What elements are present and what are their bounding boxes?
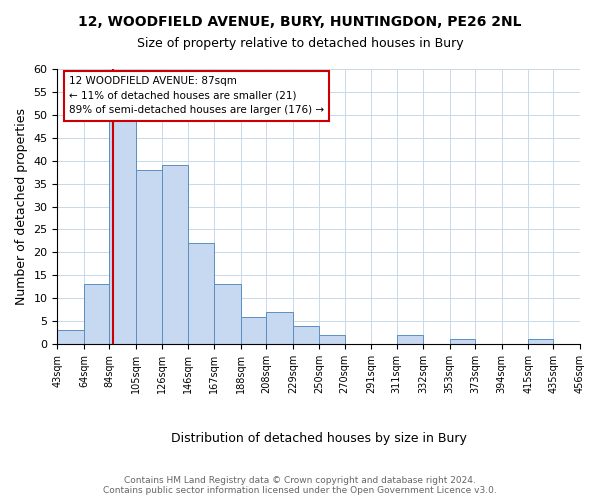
Bar: [84, 284, 109, 344]
Bar: [109, 120, 136, 344]
Bar: [58, 330, 84, 344]
X-axis label: Distribution of detached houses by size in Bury: Distribution of detached houses by size …: [171, 432, 467, 445]
Bar: [188, 243, 214, 344]
Text: Contains HM Land Registry data © Crown copyright and database right 2024.
Contai: Contains HM Land Registry data © Crown c…: [103, 476, 497, 495]
Text: Size of property relative to detached houses in Bury: Size of property relative to detached ho…: [137, 38, 463, 51]
Text: 12, WOODFIELD AVENUE, BURY, HUNTINGDON, PE26 2NL: 12, WOODFIELD AVENUE, BURY, HUNTINGDON, …: [78, 15, 522, 29]
Bar: [293, 326, 319, 344]
Text: 12 WOODFIELD AVENUE: 87sqm
← 11% of detached houses are smaller (21)
89% of semi: 12 WOODFIELD AVENUE: 87sqm ← 11% of deta…: [69, 76, 324, 116]
Bar: [214, 284, 241, 344]
Bar: [241, 316, 266, 344]
Bar: [163, 166, 188, 344]
Bar: [397, 335, 423, 344]
Bar: [136, 170, 163, 344]
Bar: [528, 340, 553, 344]
Bar: [266, 312, 293, 344]
Bar: [449, 340, 475, 344]
Bar: [319, 335, 344, 344]
Y-axis label: Number of detached properties: Number of detached properties: [15, 108, 28, 305]
